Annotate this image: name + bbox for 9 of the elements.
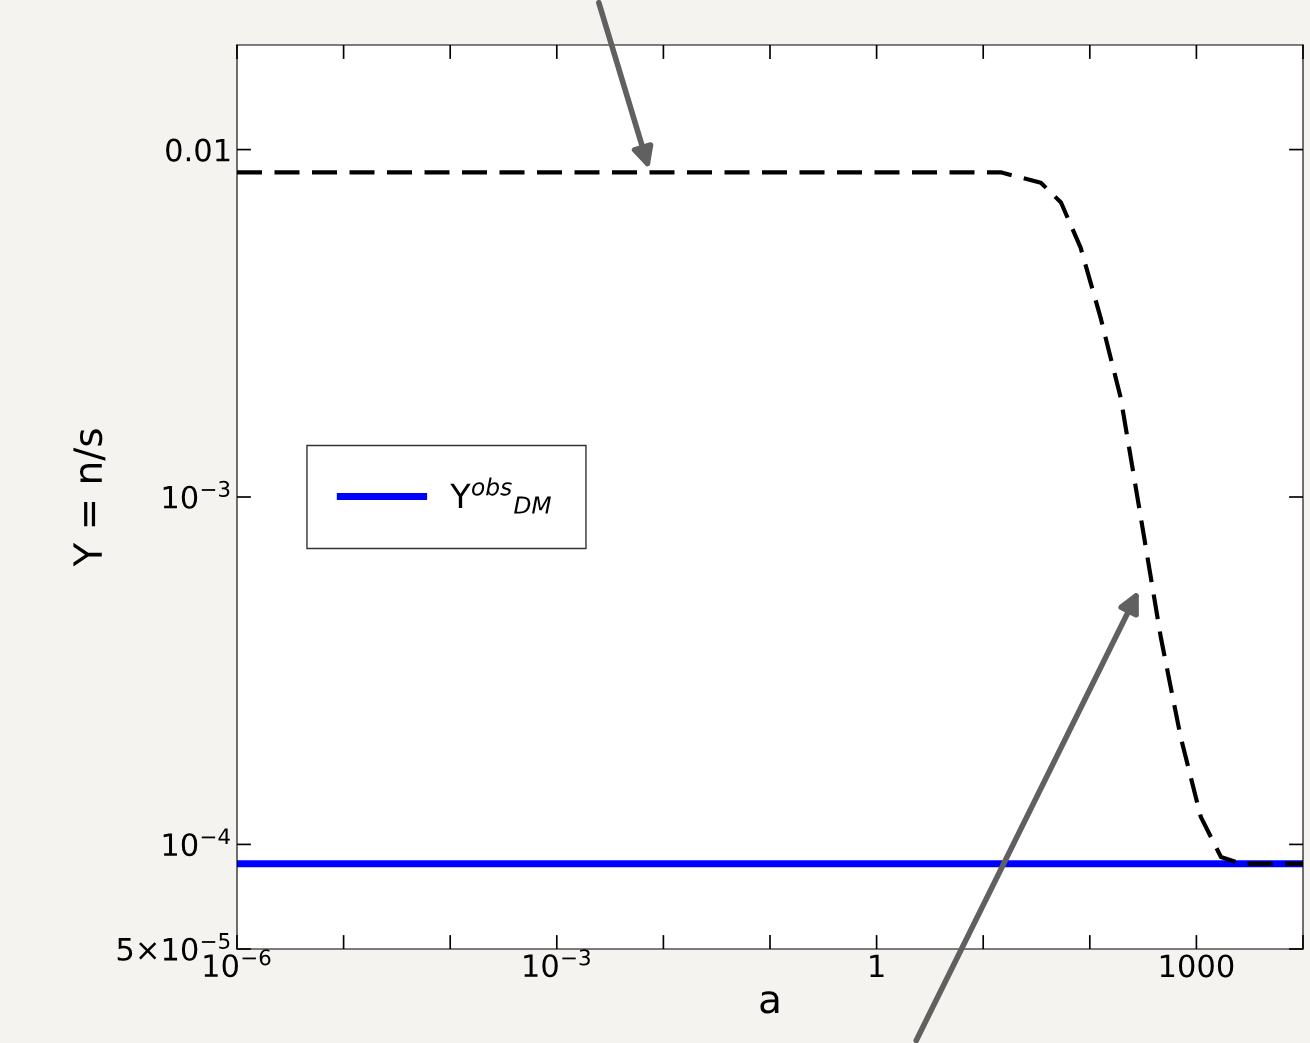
- y-tick-label: 10$^{−4}$: [163, 828, 230, 857]
- x-tick-label: 10$^{−3}$: [524, 949, 590, 978]
- x-axis-title: a: [760, 991, 779, 1014]
- y-tick-label: 10$^{−3}$: [163, 480, 230, 509]
- x-tick-label: 1000: [1160, 954, 1234, 978]
- x-tick-label: 1: [870, 954, 884, 978]
- y-tick-label: 0.01: [166, 138, 230, 162]
- y-axis-title: Y = n/s: [73, 429, 106, 567]
- legend-label: Y$^{obs}$$_{DM}$: [450, 477, 551, 514]
